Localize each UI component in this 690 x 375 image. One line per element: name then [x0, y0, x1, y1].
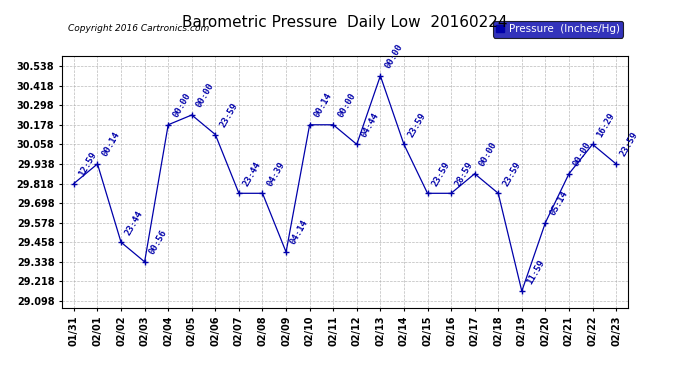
Text: 00:00: 00:00 — [383, 42, 404, 70]
Text: 00:00: 00:00 — [477, 140, 499, 168]
Text: 04:14: 04:14 — [289, 219, 310, 246]
Text: 23:59: 23:59 — [431, 160, 451, 188]
Text: 23:59: 23:59 — [218, 101, 239, 129]
Text: 23:44: 23:44 — [124, 209, 145, 237]
Text: 00:00: 00:00 — [572, 140, 593, 168]
Text: 23:44: 23:44 — [241, 160, 263, 188]
Text: 00:00: 00:00 — [171, 92, 193, 119]
Text: 04:39: 04:39 — [265, 160, 286, 188]
Text: 00:14: 00:14 — [313, 92, 334, 119]
Text: 12:59: 12:59 — [77, 150, 98, 178]
Text: 04:44: 04:44 — [359, 111, 381, 139]
Text: 23:59: 23:59 — [619, 130, 640, 158]
Text: 00:00: 00:00 — [336, 92, 357, 119]
Text: Copyright 2016 Cartronics.com: Copyright 2016 Cartronics.com — [68, 24, 209, 33]
Text: 11:59: 11:59 — [524, 258, 546, 286]
Text: 00:56: 00:56 — [148, 228, 168, 256]
Text: 00:00: 00:00 — [195, 82, 216, 110]
Text: 05:14: 05:14 — [548, 189, 569, 217]
Text: 00:14: 00:14 — [100, 130, 121, 158]
Text: 28:59: 28:59 — [454, 160, 475, 188]
Legend: Pressure  (Inches/Hg): Pressure (Inches/Hg) — [493, 21, 622, 38]
Text: Barometric Pressure  Daily Low  20160224: Barometric Pressure Daily Low 20160224 — [182, 15, 508, 30]
Text: 23:59: 23:59 — [501, 160, 522, 188]
Text: 23:59: 23:59 — [406, 111, 428, 139]
Text: 16:29: 16:29 — [595, 111, 617, 139]
